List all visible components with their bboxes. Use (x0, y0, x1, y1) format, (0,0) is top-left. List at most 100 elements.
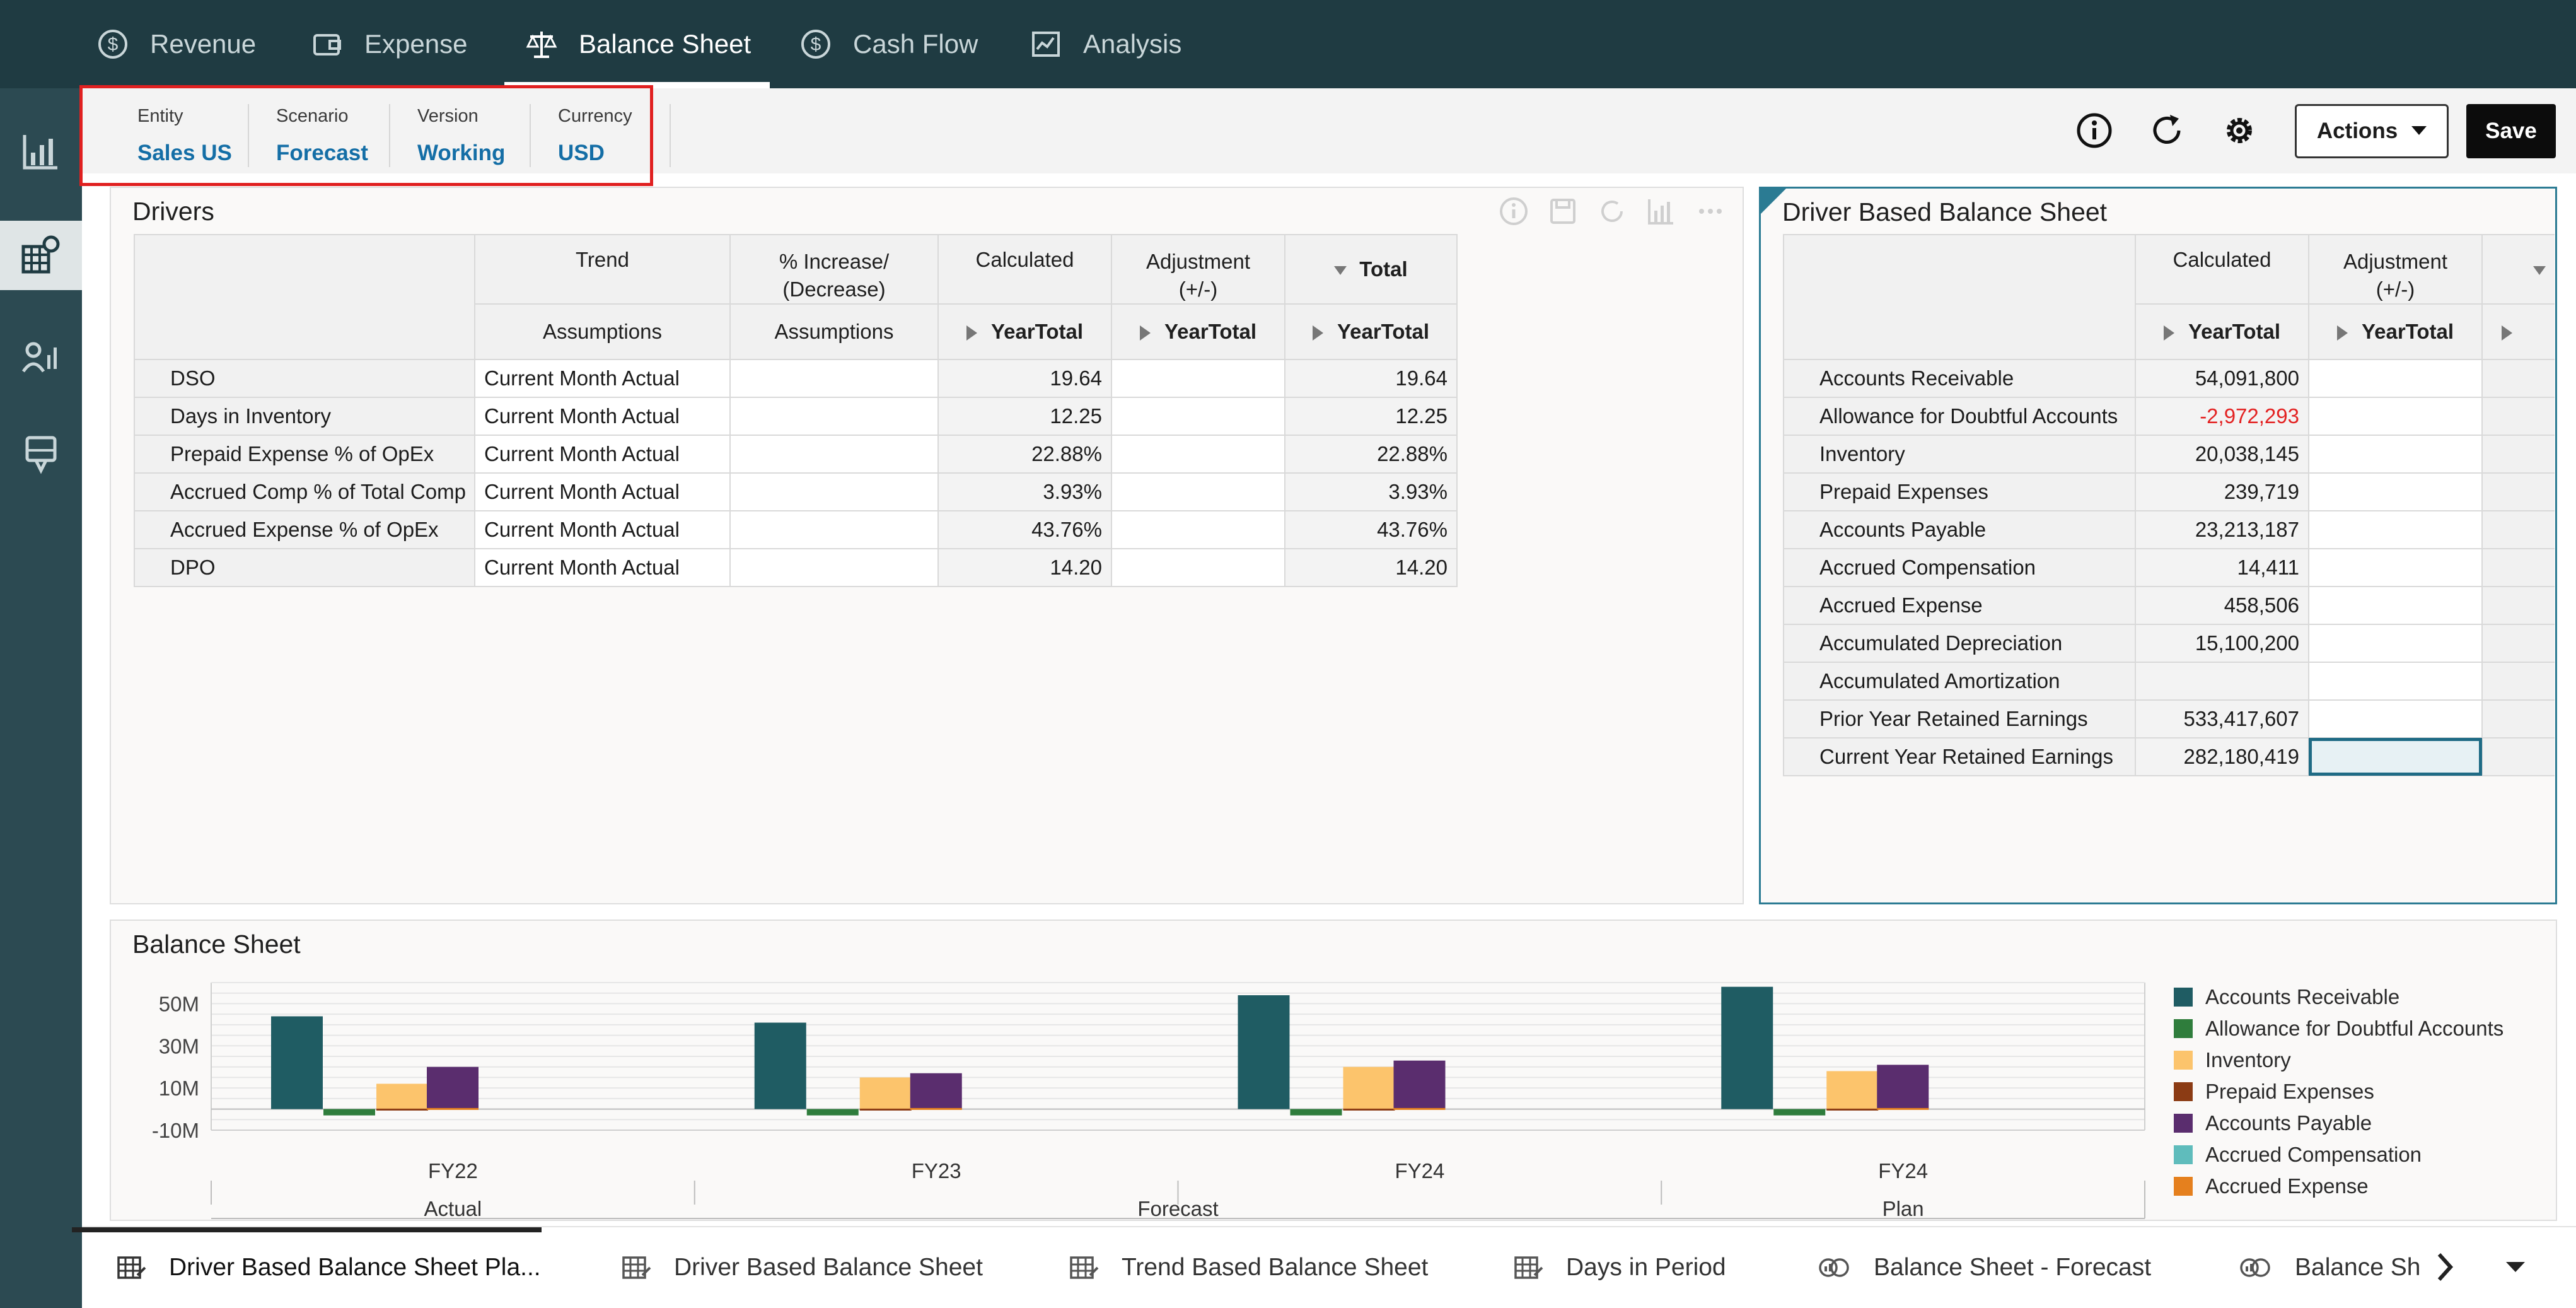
adjustment-cell-selected[interactable] (2308, 737, 2483, 776)
adjustment-cell[interactable] (1111, 359, 1285, 398)
adjustment-cell[interactable] (2308, 435, 2483, 474)
save-button[interactable]: Save (2466, 104, 2556, 158)
col-subheader-total[interactable]: YearTotal (1284, 303, 1458, 360)
pov-currency-value[interactable]: USD (558, 141, 605, 165)
pov-entity[interactable]: Entity Sales US (137, 106, 232, 166)
calculated-cell: 533,417,607 (2135, 699, 2309, 739)
table-row: Accounts Payable 23,213,187 (1783, 510, 2555, 549)
form-tab-driver-based-balance-sheet-plan[interactable]: Driver Based Balance Sheet Pla... (72, 1227, 542, 1308)
pov-scenario[interactable]: Scenario Forecast (276, 106, 368, 166)
tab-cash-flow[interactable]: $ Cash Flow (798, 0, 978, 88)
adjustment-cell[interactable] (2308, 397, 2483, 436)
adjustment-cell[interactable] (1111, 510, 1285, 549)
rail-item-forms[interactable] (0, 221, 82, 290)
trend-cell[interactable]: Current Month Actual (474, 472, 731, 511)
rail-item-dashboard[interactable] (0, 117, 82, 186)
tab-balance-sheet[interactable]: Balance Sheet (504, 0, 770, 88)
legend-label: Prepaid Expenses (2205, 1080, 2374, 1103)
adjustment-cell[interactable] (2308, 359, 2483, 398)
adjustment-cell[interactable] (2308, 510, 2483, 549)
pov-currency-label: Currency (558, 106, 632, 126)
pov-version-value[interactable]: Working (417, 141, 506, 165)
col-header-total[interactable]: Total (1284, 234, 1458, 305)
grid-settings-icon (21, 235, 60, 274)
legend-label: Inventory (2205, 1048, 2291, 1072)
pov-currency[interactable]: Currency USD (558, 106, 632, 166)
adjustment-cell[interactable] (2308, 699, 2483, 739)
legend-item[interactable]: Prepaid Expenses (2174, 1080, 2374, 1104)
tab-revenue[interactable]: $ Revenue (95, 0, 256, 88)
form-tab-driver-based-balance-sheet[interactable]: Driver Based Balance Sheet (621, 1227, 983, 1308)
row-label: Current Year Retained Earnings (1783, 737, 2136, 776)
form-tab-trend-based-balance-sheet[interactable]: Trend Based Balance Sheet (1069, 1227, 1428, 1308)
settings-button[interactable] (2217, 108, 2261, 153)
legend-item[interactable]: Inventory (2174, 1048, 2291, 1072)
adjustment-cell[interactable] (2308, 624, 2483, 663)
overflow-cell (2481, 586, 2555, 625)
refresh-button[interactable] (2145, 108, 2189, 153)
tab-expense[interactable]: Expense (309, 0, 467, 88)
col-subheader-calculated[interactable]: YearTotal (937, 303, 1112, 360)
legend-item[interactable]: Accounts Receivable (2174, 985, 2399, 1009)
adjustment-cell[interactable] (1111, 548, 1285, 587)
calculated-cell: 282,180,419 (2135, 737, 2309, 776)
adjustment-cell[interactable] (1111, 472, 1285, 511)
col-subheader-calculated[interactable]: YearTotal (2135, 303, 2309, 360)
scroll-tabs-right-button[interactable] (2426, 1245, 2464, 1289)
pov-scenario-value[interactable]: Forecast (276, 141, 368, 165)
total-cell: 14.20 (1284, 548, 1458, 587)
pct-cell[interactable] (729, 359, 939, 398)
adjustment-cell[interactable] (2308, 662, 2483, 701)
actions-menu-button[interactable]: Actions (2295, 104, 2449, 158)
legend-label: Allowance for Doubtful Accounts (2205, 1017, 2504, 1040)
form-tab-balance-sheet-more[interactable]: Balance Sh (2238, 1227, 2427, 1308)
legend-item[interactable]: Accrued Expense (2174, 1174, 2369, 1198)
adjustment-cell[interactable] (2308, 586, 2483, 625)
info-icon[interactable] (1498, 196, 1529, 227)
total-cell: 22.88% (1284, 435, 1458, 474)
tab-expense-label: Expense (364, 29, 468, 59)
pct-cell[interactable] (729, 472, 939, 511)
table-row: Accrued Comp % of Total Comp Current Mon… (134, 472, 1458, 511)
pov-separator (248, 104, 249, 167)
x-tick-label: FY24 (1878, 1159, 1928, 1182)
trend-cell[interactable]: Current Month Actual (474, 359, 731, 398)
legend-item[interactable]: Accounts Payable (2174, 1111, 2372, 1135)
rail-item-boards[interactable] (0, 419, 82, 489)
form-tab-days-in-period[interactable]: Days in Period (1513, 1227, 1726, 1308)
expand-icon (966, 325, 977, 341)
tabs-overflow-menu-button[interactable] (2497, 1245, 2534, 1289)
trend-cell[interactable]: Current Month Actual (474, 510, 731, 549)
bar-chart-icon[interactable] (1645, 196, 1677, 227)
bar-chart-icon (23, 135, 57, 170)
legend-item[interactable]: Accrued Compensation (2174, 1143, 2422, 1167)
more-icon[interactable] (1695, 196, 1726, 227)
adjustment-cell[interactable] (2308, 548, 2483, 587)
trend-cell[interactable]: Current Month Actual (474, 548, 731, 587)
col-subheader-adjustment[interactable]: YearTotal (1111, 303, 1285, 360)
rail-item-people[interactable] (0, 322, 82, 391)
pct-cell[interactable] (729, 435, 939, 474)
refresh-icon[interactable] (1596, 196, 1628, 227)
adjustment-cell[interactable] (1111, 435, 1285, 474)
trend-cell[interactable]: Current Month Actual (474, 397, 731, 436)
pov-version[interactable]: Version Working (417, 106, 505, 166)
info-button[interactable] (2072, 108, 2116, 153)
col-subheader-adjustment[interactable]: YearTotal (2308, 303, 2483, 360)
tab-analysis[interactable]: Analysis (1028, 0, 1181, 88)
table-row: Accrued Expense 458,506 (1783, 586, 2555, 625)
row-label: Days in Inventory (134, 397, 475, 436)
table-row: Accrued Expense % of OpEx Current Month … (134, 510, 1458, 549)
adjustment-cell[interactable] (2308, 472, 2483, 511)
form-tab-balance-sheet-forecast[interactable]: Balance Sheet - Forecast (1817, 1227, 2151, 1308)
pct-cell[interactable] (729, 548, 939, 587)
adjustment-cell[interactable] (1111, 397, 1285, 436)
legend-item[interactable]: Allowance for Doubtful Accounts (2174, 1017, 2503, 1041)
save-icon[interactable] (1547, 196, 1579, 227)
calculated-cell: -2,972,293 (2135, 397, 2309, 436)
pct-cell[interactable] (729, 510, 939, 549)
col-subheader-overflow (2481, 303, 2555, 360)
pct-cell[interactable] (729, 397, 939, 436)
pov-entity-value[interactable]: Sales US (137, 141, 232, 165)
trend-cell[interactable]: Current Month Actual (474, 435, 731, 474)
